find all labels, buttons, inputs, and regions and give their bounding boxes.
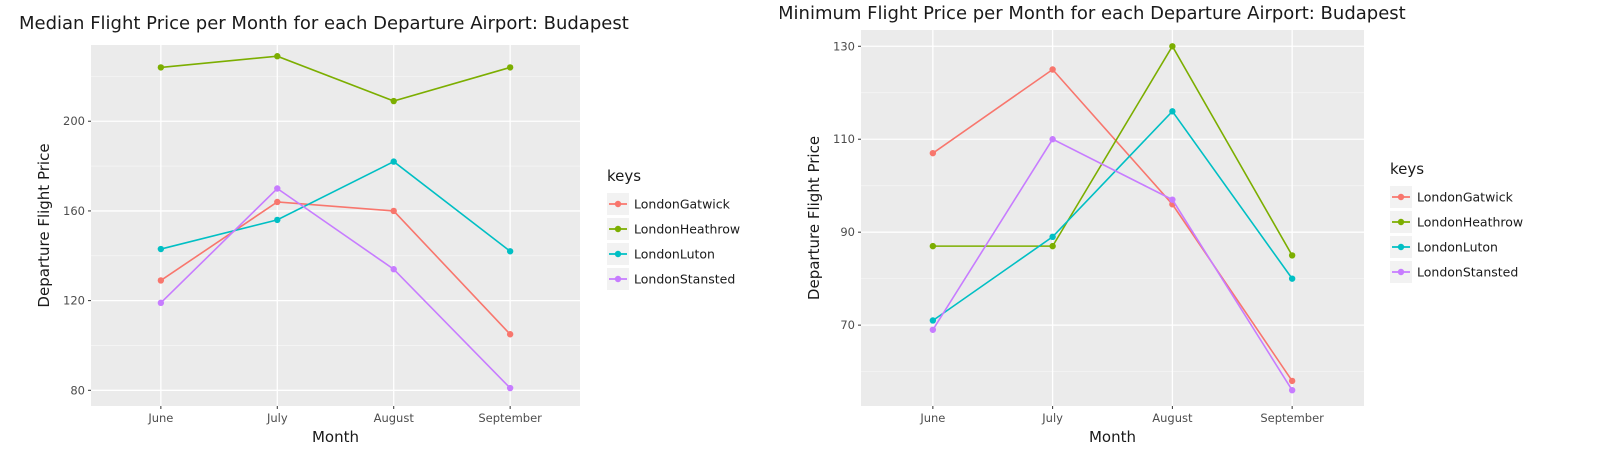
data-point-londongatwick (506, 331, 514, 338)
legend-key-point (614, 200, 622, 208)
data-point-londonstansted (1169, 196, 1176, 203)
series-line-londonheathrow (932, 44, 1293, 256)
x-tick-label: August (1152, 411, 1193, 425)
data-point-londonheathrow (929, 242, 937, 250)
series-line-londonluton (932, 110, 1293, 322)
data-point-londongatwick (1049, 66, 1056, 73)
legend-label-londongatwick: LondonGatwick (1417, 190, 1514, 205)
x-axis-title: Month (1089, 428, 1136, 446)
data-point-londonstansted (1288, 386, 1296, 394)
series-line-londonheathrow (160, 55, 511, 102)
data-point-londonheathrow (506, 64, 514, 71)
data-point-londonstansted (274, 185, 281, 192)
data-point-londonluton (274, 216, 281, 224)
legend-title: keys (1390, 160, 1424, 178)
plot-panel (91, 45, 580, 406)
legend-key-point (1397, 268, 1405, 276)
legend-label-londongatwick: LondonGatwick (634, 197, 731, 212)
y-tick-label: 80 (70, 383, 85, 397)
x-tick-label: June (147, 411, 173, 425)
y-tick-label: 90 (840, 225, 855, 239)
data-point-londongatwick (157, 277, 165, 284)
data-point-londonstansted (929, 326, 937, 333)
series-line-londonstansted (932, 138, 1293, 391)
y-tick-label: 120 (63, 294, 85, 308)
minimum-price-chart: Minimum Flight Price per Month for each … (780, 0, 1600, 473)
data-point-londonheathrow (1288, 252, 1296, 259)
median-price-chart: Median Flight Price per Month for each D… (0, 0, 780, 473)
series-line-londongatwick (932, 68, 1293, 382)
series-line-londonluton (160, 160, 511, 252)
x-tick-label: July (1041, 411, 1063, 425)
chart-title: Median Flight Price per Month for each D… (19, 13, 629, 34)
legend-label-londonstansted: LondonStansted (1417, 265, 1518, 280)
data-point-londonluton (1288, 275, 1296, 282)
data-point-londonluton (157, 245, 165, 253)
y-tick-label: 70 (840, 318, 855, 332)
data-point-londonluton (390, 158, 397, 165)
legend-key-point (614, 275, 622, 283)
y-axis-title: Departure Flight Price (805, 136, 823, 300)
data-point-londonluton (1049, 233, 1056, 241)
x-tick-label: August (374, 411, 415, 425)
y-tick-label: 200 (63, 114, 85, 128)
y-tick-label: 130 (833, 39, 855, 53)
data-point-londongatwick (390, 207, 397, 215)
legend-key-point (614, 225, 622, 233)
data-point-londonheathrow (1169, 43, 1176, 50)
x-axis-title: Month (312, 428, 359, 446)
data-point-londonluton (506, 248, 514, 255)
data-point-londonluton (1169, 108, 1176, 115)
data-point-londonstansted (506, 384, 514, 392)
legend-label-londonheathrow: LondonHeathrow (634, 222, 740, 237)
x-tick-label: July (266, 411, 288, 425)
legend-key-point (614, 250, 622, 258)
chart-title: Minimum Flight Price per Month for each … (780, 3, 1406, 24)
data-point-londonheathrow (390, 97, 397, 105)
median-price-chart-svg: Median Flight Price per Month for each D… (19, 13, 740, 446)
data-point-londonluton (929, 317, 937, 324)
plot-panel (861, 30, 1364, 406)
legend-label-londonluton: LondonLuton (1417, 240, 1498, 255)
legend-key-point (1397, 218, 1405, 226)
legend-key-point (1397, 193, 1405, 201)
x-tick-label: September (1260, 411, 1324, 425)
data-point-londongatwick (274, 198, 281, 206)
x-tick-label: September (478, 411, 542, 425)
data-point-londonheathrow (157, 64, 165, 71)
data-point-londonstansted (390, 266, 397, 273)
y-tick-label: 110 (833, 132, 855, 146)
data-point-londonheathrow (1049, 242, 1056, 250)
data-point-londongatwick (929, 149, 937, 157)
series-line-londonstansted (160, 187, 511, 389)
legend-label-londonstansted: LondonStansted (634, 272, 735, 287)
legend-title: keys (607, 167, 641, 185)
y-tick-label: 160 (63, 204, 85, 218)
legend-label-londonluton: LondonLuton (634, 247, 715, 262)
y-axis-title: Departure Flight Price (35, 143, 53, 307)
data-point-londonstansted (1049, 136, 1056, 143)
series-line-londongatwick (160, 201, 511, 335)
data-point-londonheathrow (274, 53, 281, 60)
x-tick-label: June (919, 411, 945, 425)
legend-label-londonheathrow: LondonHeathrow (1417, 215, 1523, 230)
data-point-londonstansted (157, 299, 165, 307)
data-point-londongatwick (1288, 377, 1296, 385)
legend-key-point (1397, 243, 1405, 251)
minimum-price-chart-svg: Minimum Flight Price per Month for each … (780, 3, 1523, 446)
